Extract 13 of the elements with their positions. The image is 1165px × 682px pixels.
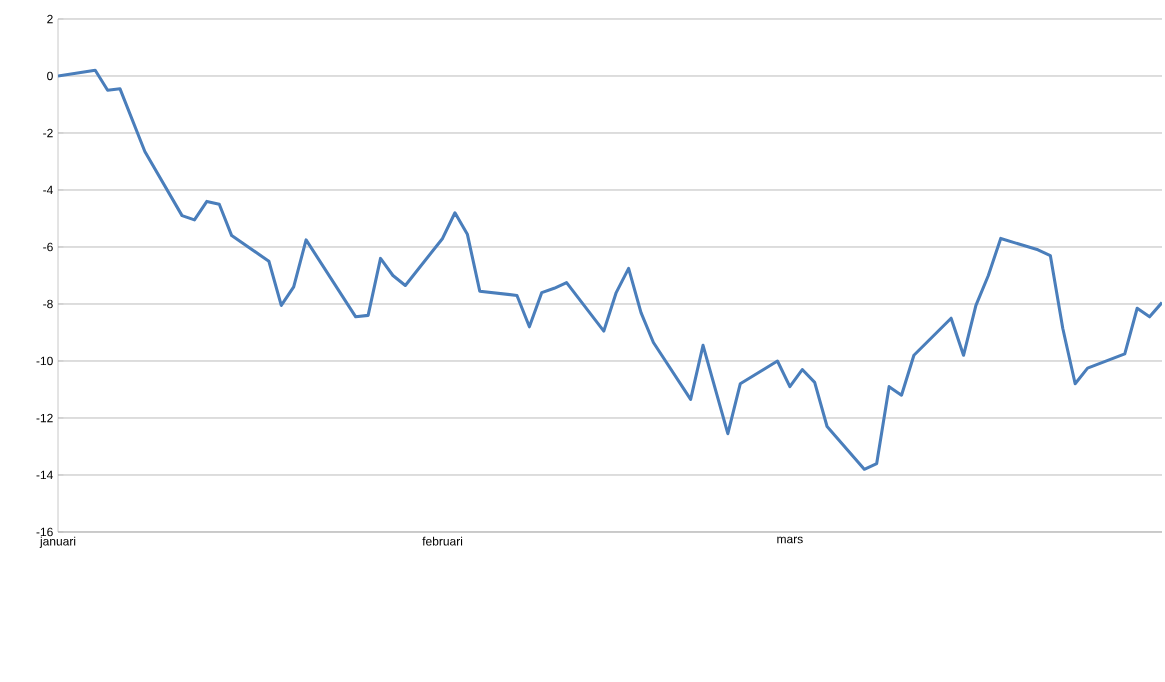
y-tick-label: -16 — [36, 527, 53, 537]
x-tick-label: februari — [422, 536, 463, 546]
x-tick-label: mars — [777, 536, 803, 544]
y-tick-label: -4 — [43, 185, 53, 195]
y-tick-label: -2 — [43, 128, 53, 138]
y-tick-label: -14 — [36, 470, 53, 480]
y-tick-label: 2 — [47, 14, 53, 24]
y-tick-label: -12 — [36, 413, 53, 423]
y-tick-label: -8 — [43, 299, 53, 309]
x-tick-label: januari — [39, 536, 76, 548]
y-tick-label: -10 — [36, 356, 53, 366]
y-tick-label: -6 — [43, 242, 53, 252]
y-tick-label: 0 — [47, 71, 53, 81]
